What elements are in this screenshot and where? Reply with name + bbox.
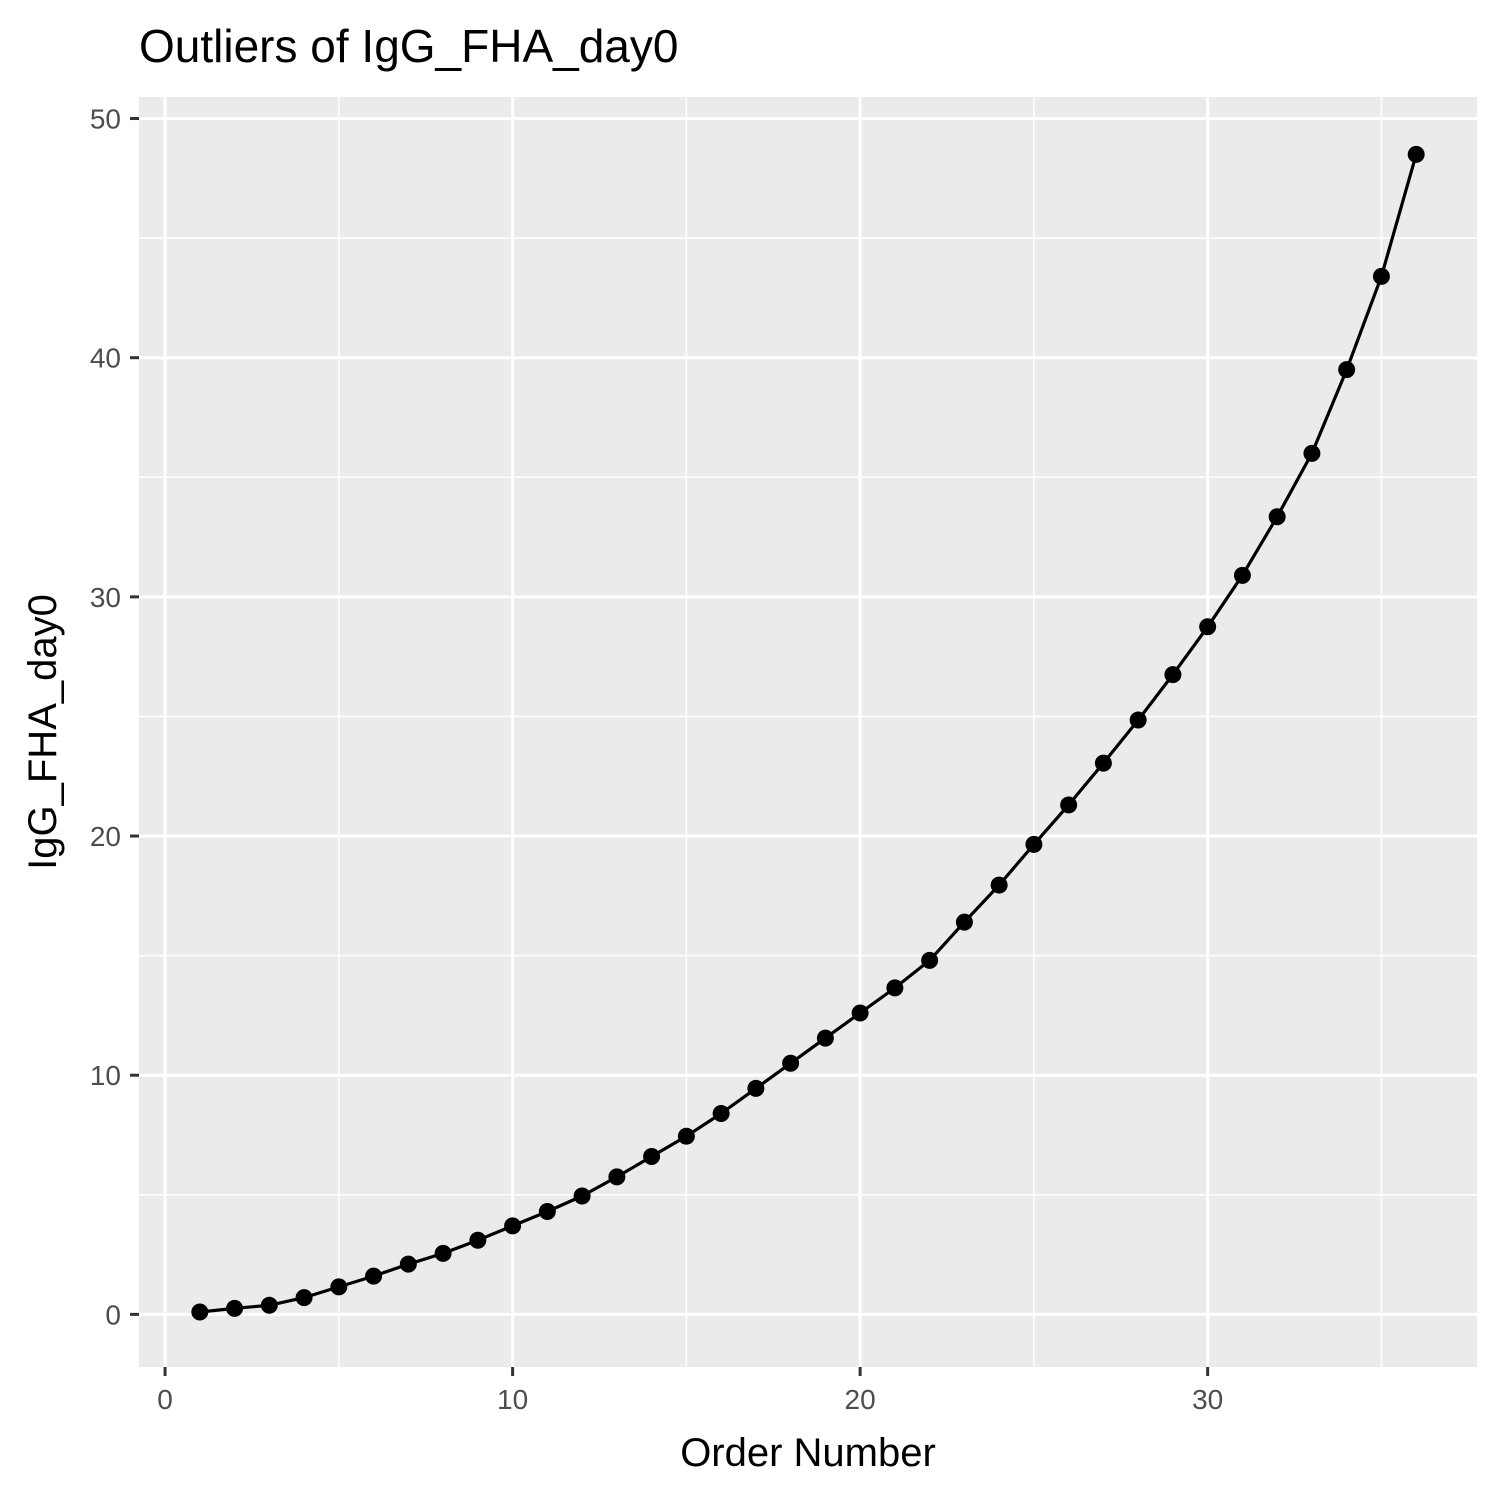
- data-point: [955, 913, 973, 931]
- data-point: [365, 1267, 383, 1285]
- data-point: [990, 876, 1008, 894]
- data-point: [573, 1187, 591, 1205]
- y-axis: 0 10 20 30 40 50: [90, 104, 139, 1330]
- data-point: [191, 1303, 209, 1321]
- data-point: [1407, 145, 1425, 163]
- data-point: [886, 979, 904, 997]
- data-points-layer: [191, 145, 1425, 1321]
- data-point: [1094, 754, 1112, 772]
- data-point: [1303, 444, 1321, 462]
- data-point: [1199, 618, 1217, 636]
- chart-title: Outliers of IgG_FHA_day0: [139, 20, 678, 72]
- data-point: [504, 1217, 522, 1235]
- data-point: [1338, 361, 1356, 379]
- data-point: [399, 1255, 417, 1273]
- x-axis: 0 10 20 30: [157, 1367, 1223, 1415]
- data-point: [747, 1079, 765, 1097]
- data-point: [608, 1168, 626, 1186]
- data-point: [538, 1203, 556, 1221]
- data-point: [782, 1054, 800, 1072]
- data-point: [226, 1299, 244, 1317]
- data-point: [816, 1029, 834, 1047]
- data-point: [712, 1104, 730, 1122]
- data-point: [330, 1278, 348, 1296]
- x-tick-label: 20: [845, 1384, 876, 1415]
- data-point: [1372, 267, 1390, 285]
- y-axis-title: IgG_FHA_day0: [21, 594, 65, 870]
- grid-minor: [139, 97, 1477, 1367]
- x-axis-title: Order Number: [680, 1431, 936, 1475]
- data-point: [434, 1244, 452, 1262]
- data-point: [295, 1289, 313, 1307]
- data-point: [1268, 508, 1286, 526]
- data-point: [643, 1148, 661, 1166]
- data-point: [921, 951, 939, 969]
- y-tick-label: 30: [90, 582, 121, 613]
- y-tick-label: 0: [105, 1299, 121, 1330]
- data-point: [851, 1004, 869, 1022]
- data-point: [677, 1127, 695, 1145]
- plot-panel: [139, 97, 1477, 1367]
- y-tick-label: 20: [90, 821, 121, 852]
- y-tick-label: 40: [90, 343, 121, 374]
- data-point: [469, 1231, 487, 1249]
- data-point: [1025, 835, 1043, 853]
- data-point: [1129, 711, 1147, 729]
- x-tick-label: 0: [157, 1384, 173, 1415]
- data-point: [260, 1296, 278, 1314]
- y-tick-label: 50: [90, 104, 121, 135]
- y-tick-label: 10: [90, 1060, 121, 1091]
- data-point: [1233, 566, 1251, 584]
- x-tick-label: 10: [497, 1384, 528, 1415]
- grid-major: [139, 97, 1477, 1367]
- data-point: [1060, 796, 1078, 814]
- data-point: [1164, 666, 1182, 684]
- x-tick-label: 30: [1192, 1384, 1223, 1415]
